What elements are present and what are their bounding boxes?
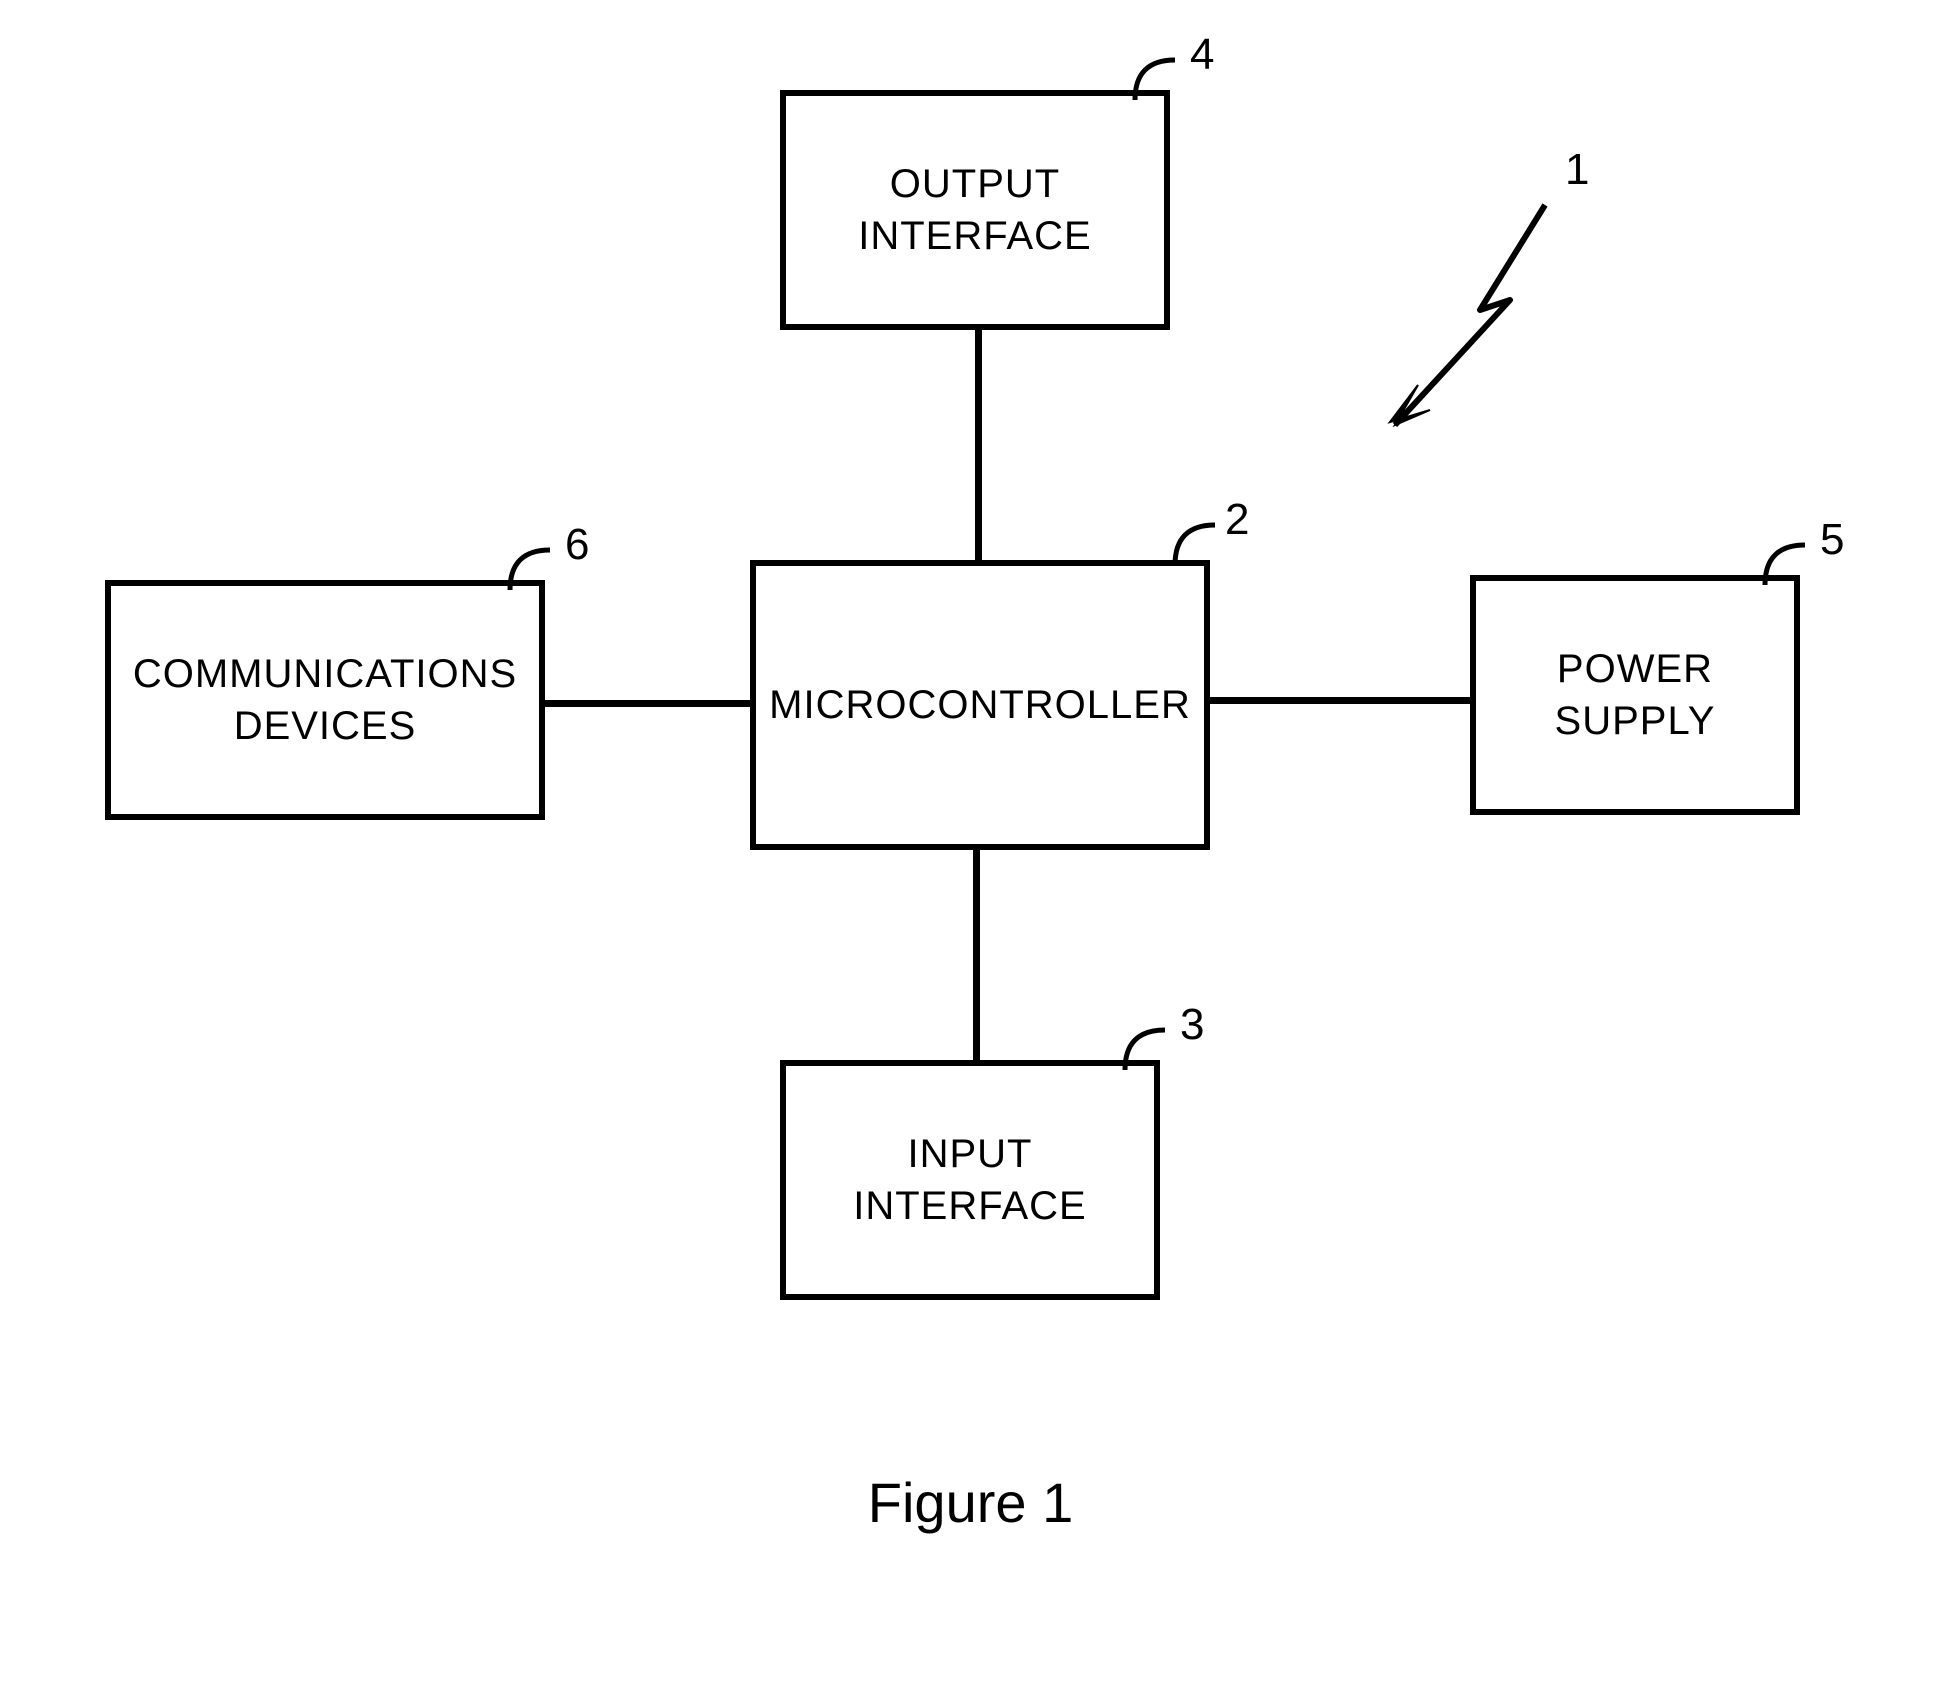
node-power-supply-label: POWERSUPPLY <box>1555 643 1716 747</box>
node-output-interface-label: OUTPUTINTERFACE <box>858 158 1091 262</box>
ref-hook-3 <box>1120 1015 1180 1075</box>
ref-label-4: 4 <box>1190 30 1214 80</box>
node-microcontroller-label: MICROCONTROLLER <box>769 679 1191 731</box>
ref-label-1: 1 <box>1565 145 1589 195</box>
figure-caption: Figure 1 <box>0 1470 1941 1535</box>
ref-hook-2 <box>1170 510 1230 570</box>
ref-label-5: 5 <box>1820 515 1844 565</box>
ref-label-3: 3 <box>1180 1000 1204 1050</box>
block-diagram: MICROCONTROLLER 2 OUTPUTINTERFACE 4 INPU… <box>0 0 1941 1685</box>
node-communications-devices-label: COMMUNICATIONSDEVICES <box>133 648 517 752</box>
ref-label-6: 6 <box>565 520 589 570</box>
node-communications-devices: COMMUNICATIONSDEVICES <box>105 580 545 820</box>
node-power-supply: POWERSUPPLY <box>1470 575 1800 815</box>
connector-bottom <box>973 850 980 1060</box>
node-microcontroller: MICROCONTROLLER <box>750 560 1210 850</box>
node-input-interface-label: INPUTINTERFACE <box>853 1128 1086 1232</box>
pointer-arrow <box>1360 180 1580 460</box>
ref-label-2: 2 <box>1225 495 1249 545</box>
node-input-interface: INPUTINTERFACE <box>780 1060 1160 1300</box>
connector-left <box>545 700 750 707</box>
ref-hook-5 <box>1760 530 1820 590</box>
ref-hook-6 <box>505 535 565 595</box>
connector-top <box>975 330 982 560</box>
node-output-interface: OUTPUTINTERFACE <box>780 90 1170 330</box>
ref-hook-4 <box>1130 45 1190 105</box>
connector-right <box>1210 697 1470 704</box>
